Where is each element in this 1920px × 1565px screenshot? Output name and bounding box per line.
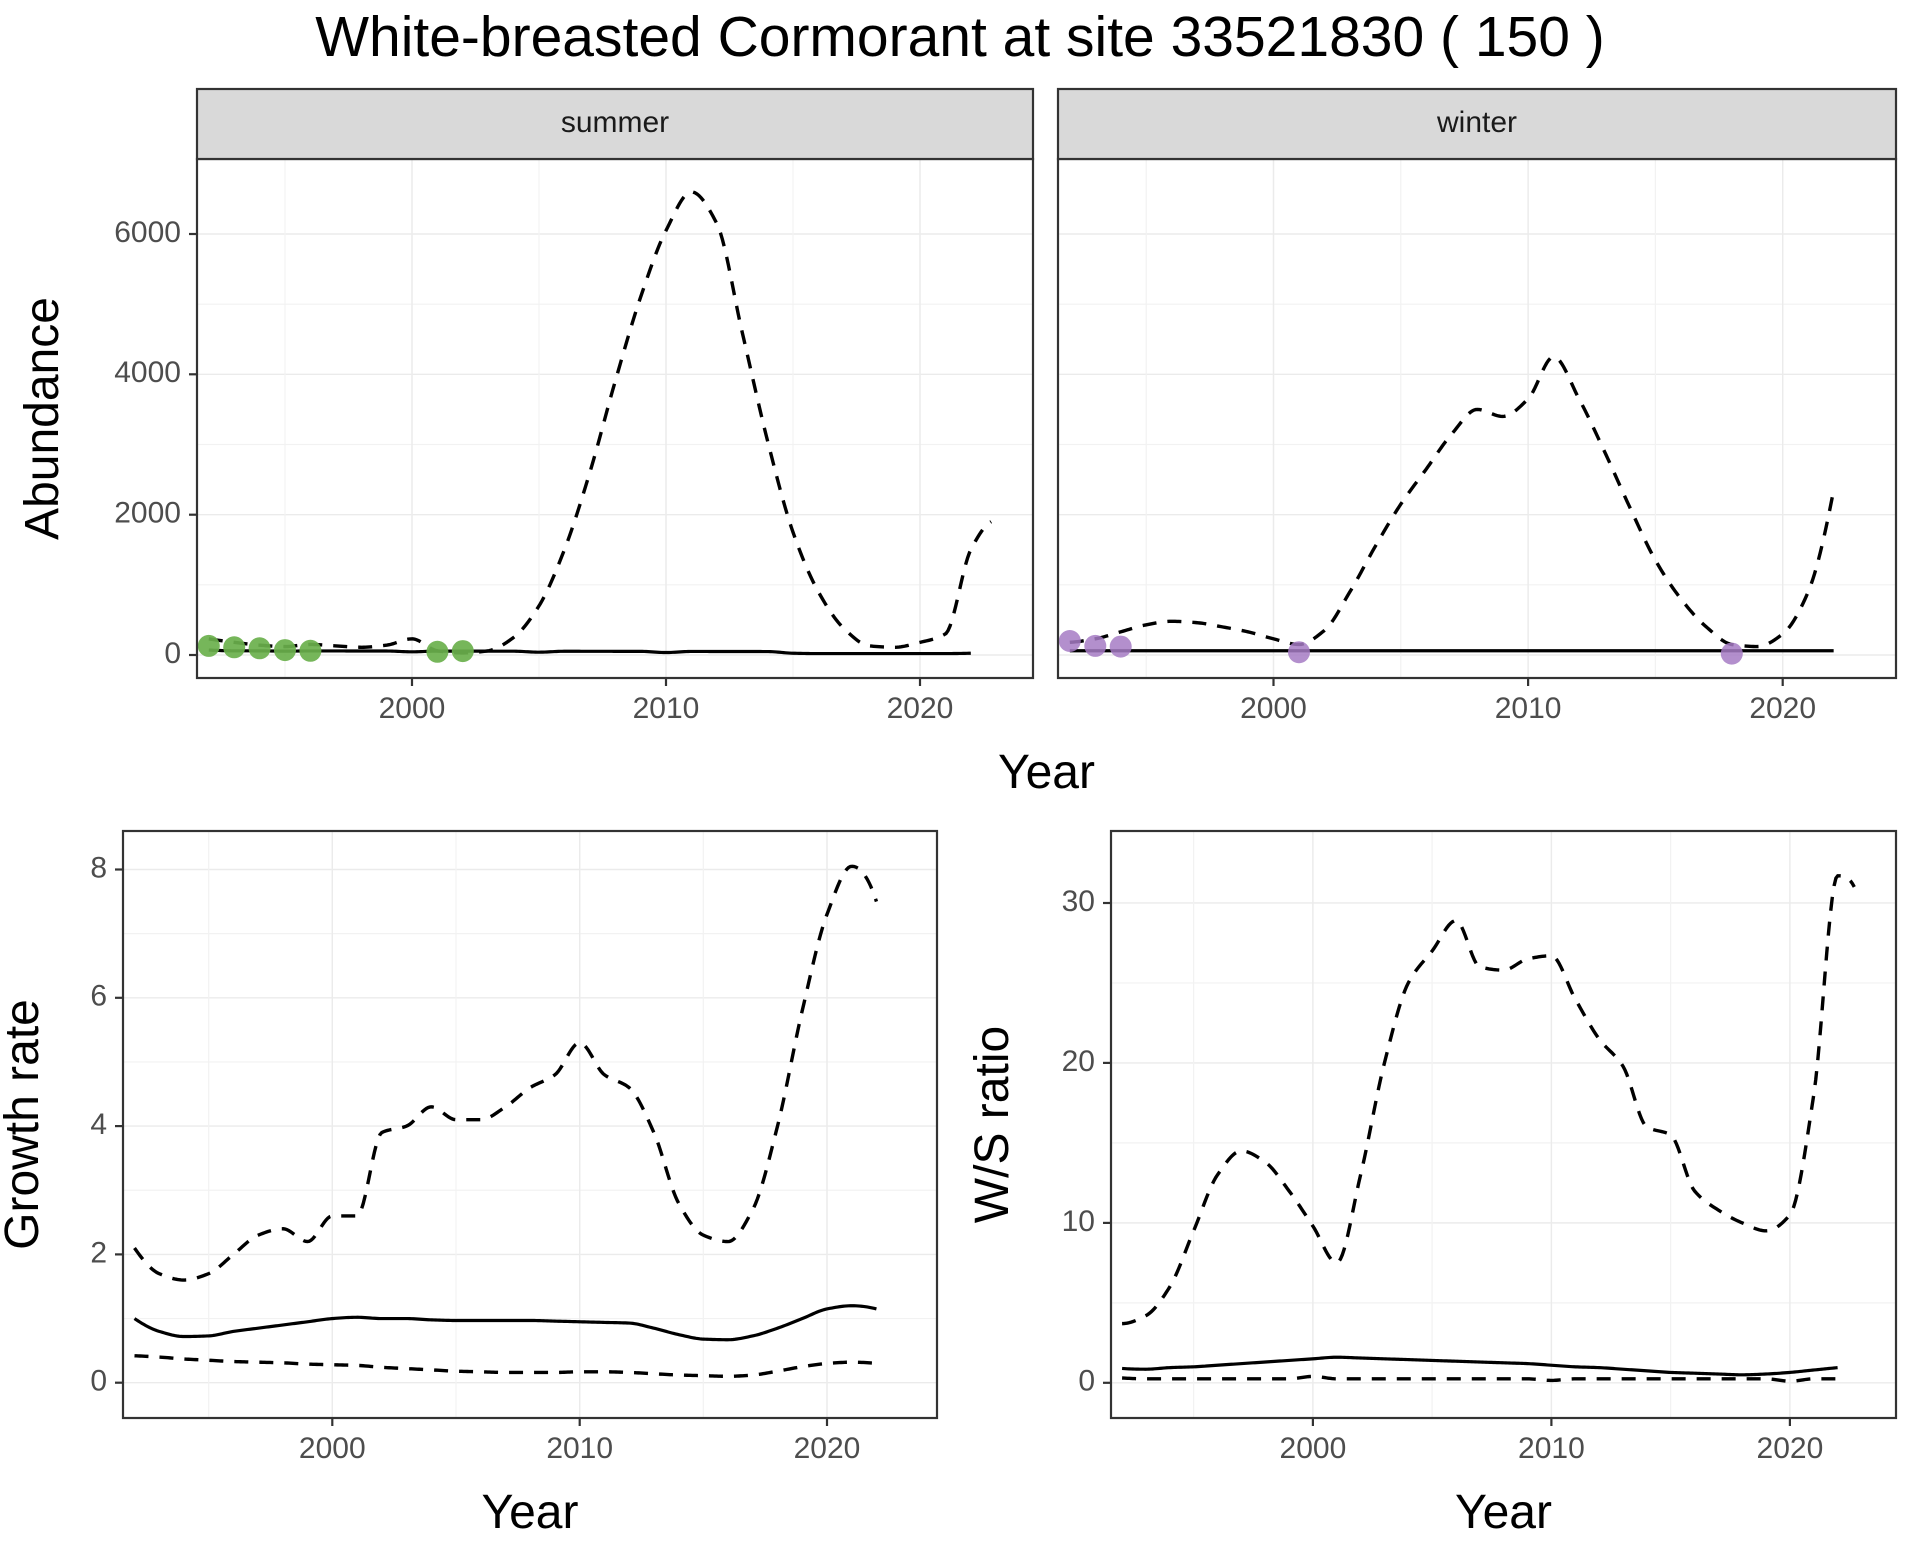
- svg-text:0: 0: [164, 637, 181, 670]
- svg-text:2020: 2020: [794, 1432, 861, 1465]
- svg-text:Growth rate: Growth rate: [0, 999, 49, 1250]
- svg-text:2020: 2020: [1757, 1432, 1824, 1465]
- svg-text:2: 2: [90, 1236, 107, 1269]
- svg-text:30: 30: [1062, 885, 1095, 918]
- svg-text:20: 20: [1062, 1045, 1095, 1078]
- svg-text:6: 6: [90, 980, 107, 1013]
- svg-text:2010: 2010: [546, 1432, 613, 1465]
- svg-text:Abundance: Abundance: [16, 297, 69, 540]
- svg-text:2000: 2000: [299, 1432, 366, 1465]
- svg-text:W/S ratio: W/S ratio: [966, 1026, 1019, 1223]
- svg-text:White-breasted Cormorant at si: White-breasted Cormorant at site 3352183…: [315, 5, 1605, 69]
- svg-text:Year: Year: [482, 1486, 579, 1539]
- svg-text:2000: 2000: [114, 497, 181, 530]
- svg-text:4000: 4000: [114, 356, 181, 389]
- svg-text:10: 10: [1062, 1205, 1095, 1238]
- svg-text:0: 0: [1078, 1365, 1095, 1398]
- svg-text:2010: 2010: [633, 692, 700, 725]
- svg-text:2000: 2000: [1280, 1432, 1347, 1465]
- svg-text:6000: 6000: [114, 216, 181, 249]
- svg-text:2020: 2020: [887, 692, 954, 725]
- svg-text:2000: 2000: [1240, 692, 1307, 725]
- svg-text:Year: Year: [998, 746, 1095, 799]
- svg-text:0: 0: [90, 1365, 107, 1398]
- svg-text:8: 8: [90, 851, 107, 884]
- svg-text:summer: summer: [561, 106, 669, 139]
- svg-text:2000: 2000: [379, 692, 446, 725]
- svg-text:2010: 2010: [1518, 1432, 1585, 1465]
- svg-text:Year: Year: [1455, 1486, 1552, 1539]
- svg-text:2020: 2020: [1749, 692, 1816, 725]
- svg-text:4: 4: [90, 1108, 107, 1141]
- svg-text:winter: winter: [1436, 106, 1517, 139]
- svg-text:2010: 2010: [1495, 692, 1562, 725]
